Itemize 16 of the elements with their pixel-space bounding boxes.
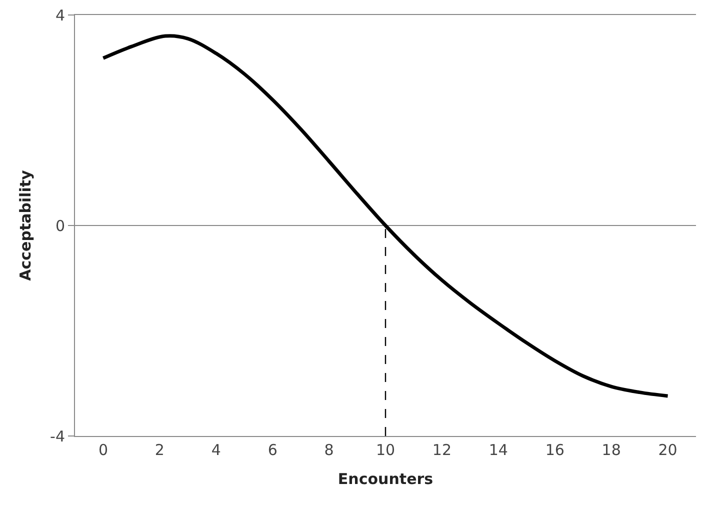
y-tick-label: 0 bbox=[55, 216, 65, 235]
x-tick-label: 14 bbox=[488, 441, 508, 459]
x-tick-label: 16 bbox=[545, 441, 564, 459]
y-tick-label: 4 bbox=[55, 6, 65, 24]
x-tick-label: 0 bbox=[98, 441, 108, 459]
x-tick-label: 4 bbox=[211, 441, 221, 459]
y-tick-label: -4 bbox=[50, 427, 65, 446]
y-axis-title: Acceptability bbox=[16, 170, 34, 281]
x-tick-label: 6 bbox=[268, 441, 278, 459]
x-tick-label: 20 bbox=[658, 441, 678, 459]
x-tick-label: 10 bbox=[376, 441, 396, 459]
x-tick-label: 8 bbox=[324, 441, 334, 459]
x-tick-label: 2 bbox=[154, 441, 164, 459]
x-axis-title: Encounters bbox=[338, 470, 434, 488]
x-tick-label: 18 bbox=[602, 441, 621, 459]
x-tick-label: 12 bbox=[432, 441, 452, 459]
